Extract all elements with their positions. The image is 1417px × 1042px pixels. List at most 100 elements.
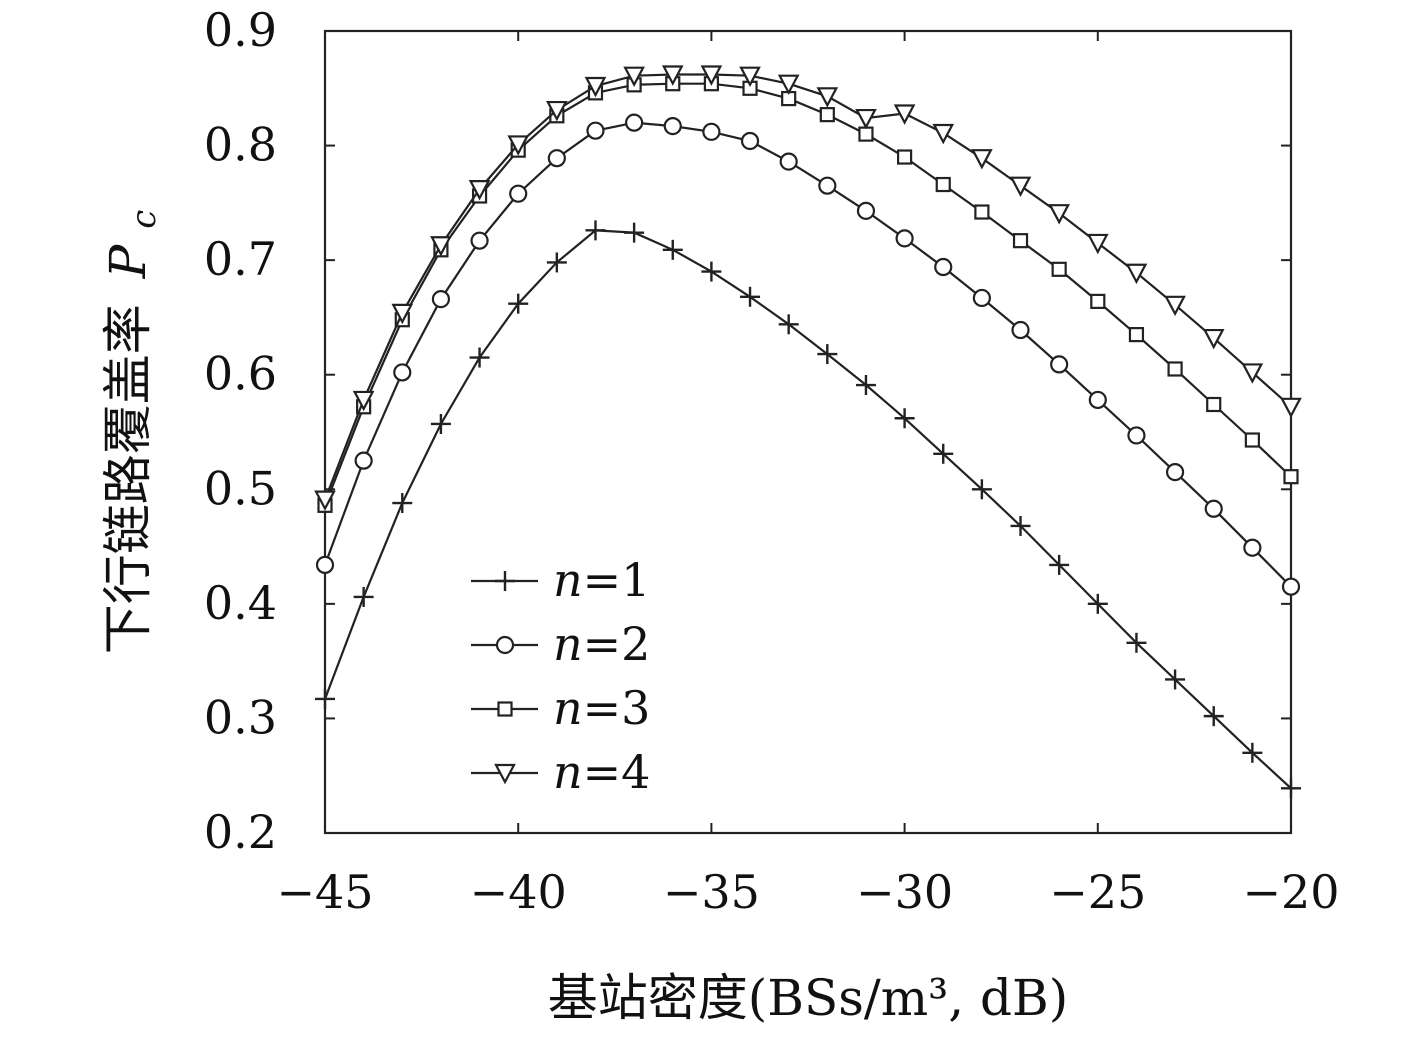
legend-item: n=3 bbox=[471, 681, 650, 735]
circle-marker bbox=[1165, 463, 1185, 482]
plus-marker bbox=[778, 314, 799, 335]
triangle-down-marker bbox=[314, 490, 336, 511]
legend-label: n=4 bbox=[553, 745, 650, 799]
triangle-down-marker bbox=[623, 66, 645, 88]
square-marker bbox=[1244, 432, 1260, 448]
square-marker bbox=[974, 204, 990, 220]
y-tick-label: 0.8 bbox=[204, 118, 277, 172]
legend-label: n=1 bbox=[553, 553, 650, 607]
triangle-down-marker bbox=[584, 76, 607, 98]
square-marker bbox=[935, 176, 951, 193]
plus-marker bbox=[1126, 632, 1147, 653]
square-marker bbox=[896, 149, 913, 165]
triangle-down-marker bbox=[739, 66, 761, 88]
x-tick-label: −20 bbox=[1242, 865, 1339, 919]
x-axis-label: 基站密度(BSs/m³, dB) bbox=[548, 969, 1069, 1027]
plus-marker bbox=[933, 443, 954, 464]
legend-item: n=2 bbox=[471, 617, 650, 671]
triangle-down-marker bbox=[661, 65, 684, 86]
triangle-down-marker bbox=[700, 65, 723, 86]
x-tick-label: −30 bbox=[856, 865, 953, 919]
triangle-down-marker bbox=[855, 108, 877, 130]
circle-marker bbox=[934, 257, 953, 277]
y-axis-label: 下行链路覆盖率 P c bbox=[99, 210, 164, 655]
triangle-down-marker bbox=[1202, 328, 1225, 350]
circle-marker bbox=[1281, 577, 1301, 596]
plus-marker bbox=[1010, 515, 1031, 536]
circle-marker bbox=[1050, 355, 1069, 374]
legend-item: n=4 bbox=[471, 745, 650, 799]
circle-marker bbox=[586, 121, 605, 140]
square-marker bbox=[1128, 327, 1145, 343]
series-group bbox=[314, 65, 1302, 799]
plus-marker bbox=[353, 586, 374, 607]
legend-item: n=1 bbox=[471, 553, 650, 607]
circle-marker bbox=[547, 149, 566, 168]
triangle-down-marker bbox=[777, 74, 800, 96]
plus-marker bbox=[624, 222, 645, 243]
y-tick-label: 0.4 bbox=[204, 576, 277, 630]
x-tick-label: −35 bbox=[663, 865, 760, 919]
triangle-down-marker bbox=[1241, 363, 1264, 384]
circle-marker bbox=[1088, 390, 1107, 410]
series-line bbox=[323, 121, 1292, 588]
y-tick-label: 0.2 bbox=[204, 805, 277, 859]
circle-marker bbox=[393, 363, 412, 382]
circle-marker bbox=[818, 176, 837, 195]
plus-marker bbox=[1242, 742, 1263, 763]
triangle-down-marker bbox=[546, 100, 568, 122]
square-marker bbox=[497, 701, 513, 717]
triangle-down-marker bbox=[1048, 204, 1070, 225]
plus-marker bbox=[855, 375, 876, 396]
circle-marker bbox=[1204, 499, 1223, 518]
plus-marker bbox=[1165, 669, 1186, 690]
plus-marker bbox=[740, 286, 761, 307]
series-line bbox=[323, 82, 1292, 506]
y-axis-label-text: 下行链路覆盖率 bbox=[99, 304, 157, 654]
triangle-down-marker bbox=[352, 390, 375, 412]
circle-marker bbox=[1011, 320, 1030, 340]
plus-marker bbox=[315, 688, 335, 709]
plus-marker bbox=[701, 261, 722, 282]
circle-marker bbox=[856, 201, 876, 220]
square-marker bbox=[1090, 293, 1106, 309]
circle-marker bbox=[354, 451, 373, 470]
series-3 bbox=[317, 76, 1299, 513]
square-marker bbox=[1051, 261, 1067, 277]
y-tick-label: 0.7 bbox=[204, 232, 277, 286]
triangle-down-marker bbox=[971, 149, 993, 170]
axis-ticks: −45 −40 −35 −30 −25 −20 0.2 0.3 0.4 0.5 0.6 0.7 0.8 0… bbox=[204, 3, 1340, 919]
x-tick-label: −45 bbox=[276, 865, 373, 919]
x-tick-label: −25 bbox=[1049, 865, 1146, 919]
plus-marker bbox=[1203, 706, 1224, 727]
y-tick-label: 0.6 bbox=[204, 347, 277, 401]
triangle-down-marker bbox=[391, 303, 414, 325]
circle-marker bbox=[779, 152, 798, 171]
circle-marker bbox=[315, 555, 335, 575]
series-4 bbox=[314, 65, 1302, 511]
plus-marker bbox=[546, 252, 567, 273]
circle-marker bbox=[625, 113, 644, 132]
legend-label: n=2 bbox=[553, 617, 650, 671]
plus-marker bbox=[585, 220, 606, 241]
plus-marker bbox=[817, 344, 838, 365]
y-axis-label-symbol: P bbox=[99, 243, 157, 279]
x-tick-label: −40 bbox=[470, 865, 567, 919]
plus-marker bbox=[495, 571, 515, 591]
triangle-down-marker bbox=[494, 763, 516, 785]
circle-marker bbox=[702, 122, 721, 141]
circle-marker bbox=[1127, 426, 1146, 445]
y-axis-label-subscript: c bbox=[124, 210, 164, 229]
circle-marker bbox=[663, 116, 682, 136]
plus-marker bbox=[392, 493, 413, 514]
triangle-down-marker bbox=[893, 104, 916, 125]
y-tick-label: 0.5 bbox=[204, 461, 277, 515]
series-line bbox=[323, 229, 1292, 790]
plus-marker bbox=[1087, 593, 1108, 614]
triangle-down-marker bbox=[1009, 176, 1032, 198]
square-marker bbox=[858, 126, 874, 142]
circle-marker bbox=[740, 131, 760, 151]
square-marker bbox=[1167, 361, 1183, 377]
plus-marker bbox=[430, 413, 451, 434]
